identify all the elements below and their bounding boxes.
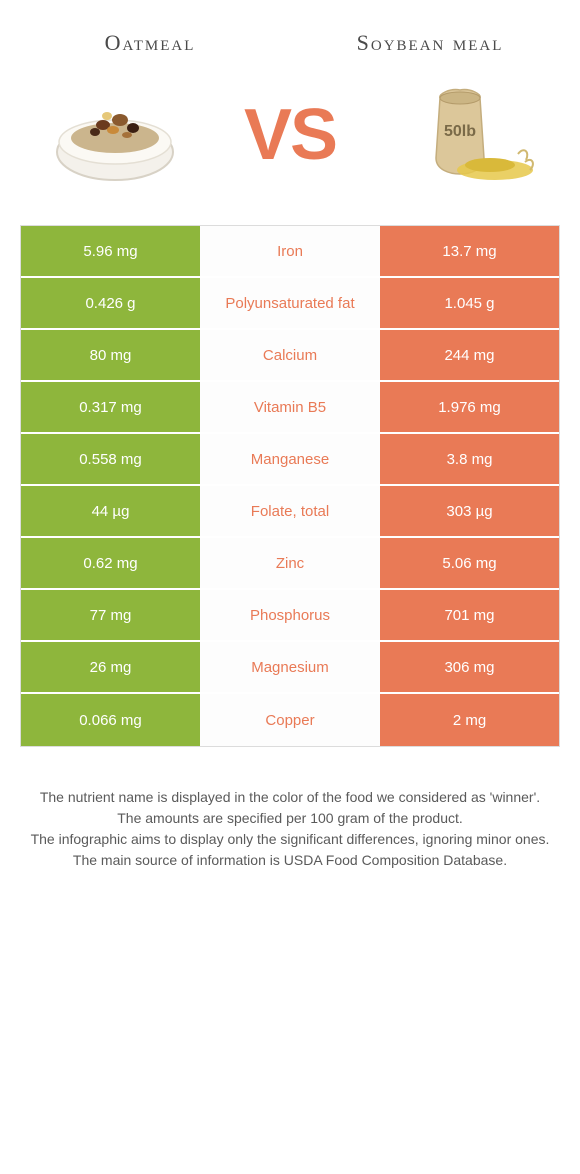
images-row: VS 50lb — [20, 75, 560, 225]
table-row: 0.558 mgManganese3.8 mg — [21, 434, 559, 486]
nutrient-label-cell: Calcium — [200, 330, 380, 380]
right-value-cell: 13.7 mg — [380, 226, 559, 276]
vs-label: VS — [244, 94, 336, 176]
nutrient-label-cell: Iron — [200, 226, 380, 276]
table-row: 0.426 gPolyunsaturated fat1.045 g — [21, 278, 559, 330]
left-food-name: Oatmeal — [60, 30, 240, 55]
table-row: 44 µgFolate, total303 µg — [21, 486, 559, 538]
right-value-cell: 3.8 mg — [380, 434, 559, 484]
right-value-cell: 303 µg — [380, 486, 559, 536]
table-row: 26 mgMagnesium306 mg — [21, 642, 559, 694]
nutrient-label-cell: Magnesium — [200, 642, 380, 692]
left-value-cell: 77 mg — [21, 590, 200, 640]
left-value-cell: 0.558 mg — [21, 434, 200, 484]
nutrient-label-cell: Vitamin B5 — [200, 382, 380, 432]
svg-text:50lb: 50lb — [444, 123, 476, 140]
table-row: 80 mgCalcium244 mg — [21, 330, 559, 382]
nutrient-label-cell: Zinc — [200, 538, 380, 588]
soybean-sack-icon: 50lb — [390, 75, 540, 195]
left-value-cell: 0.066 mg — [21, 694, 200, 746]
footnote-line: The nutrient name is displayed in the co… — [20, 787, 560, 808]
right-value-cell: 244 mg — [380, 330, 559, 380]
right-value-cell: 1.976 mg — [380, 382, 559, 432]
oatmeal-bowl-icon — [40, 75, 190, 195]
right-food-name: Soybean meal — [340, 30, 520, 55]
right-value-cell: 701 mg — [380, 590, 559, 640]
nutrient-label-cell: Phosphorus — [200, 590, 380, 640]
footnote-line: The infographic aims to display only the… — [20, 829, 560, 850]
header-food-names: Oatmeal Soybean meal — [20, 30, 560, 75]
nutrient-label-cell: Copper — [200, 694, 380, 746]
table-row: 0.066 mgCopper2 mg — [21, 694, 559, 746]
left-value-cell: 0.426 g — [21, 278, 200, 328]
right-value-cell: 1.045 g — [380, 278, 559, 328]
left-value-cell: 0.62 mg — [21, 538, 200, 588]
right-value-cell: 5.06 mg — [380, 538, 559, 588]
left-value-cell: 44 µg — [21, 486, 200, 536]
comparison-table: 5.96 mgIron13.7 mg0.426 gPolyunsaturated… — [20, 225, 560, 747]
left-value-cell: 0.317 mg — [21, 382, 200, 432]
footnote-line: The main source of information is USDA F… — [20, 850, 560, 871]
footnote-line: The amounts are specified per 100 gram o… — [20, 808, 560, 829]
footnotes: The nutrient name is displayed in the co… — [20, 787, 560, 871]
table-row: 5.96 mgIron13.7 mg — [21, 226, 559, 278]
table-row: 77 mgPhosphorus701 mg — [21, 590, 559, 642]
nutrient-label-cell: Folate, total — [200, 486, 380, 536]
table-row: 0.317 mgVitamin B51.976 mg — [21, 382, 559, 434]
left-value-cell: 80 mg — [21, 330, 200, 380]
left-value-cell: 5.96 mg — [21, 226, 200, 276]
right-value-cell: 306 mg — [380, 642, 559, 692]
left-value-cell: 26 mg — [21, 642, 200, 692]
nutrient-label-cell: Polyunsaturated fat — [200, 278, 380, 328]
right-value-cell: 2 mg — [380, 694, 559, 746]
table-row: 0.62 mgZinc5.06 mg — [21, 538, 559, 590]
nutrient-label-cell: Manganese — [200, 434, 380, 484]
